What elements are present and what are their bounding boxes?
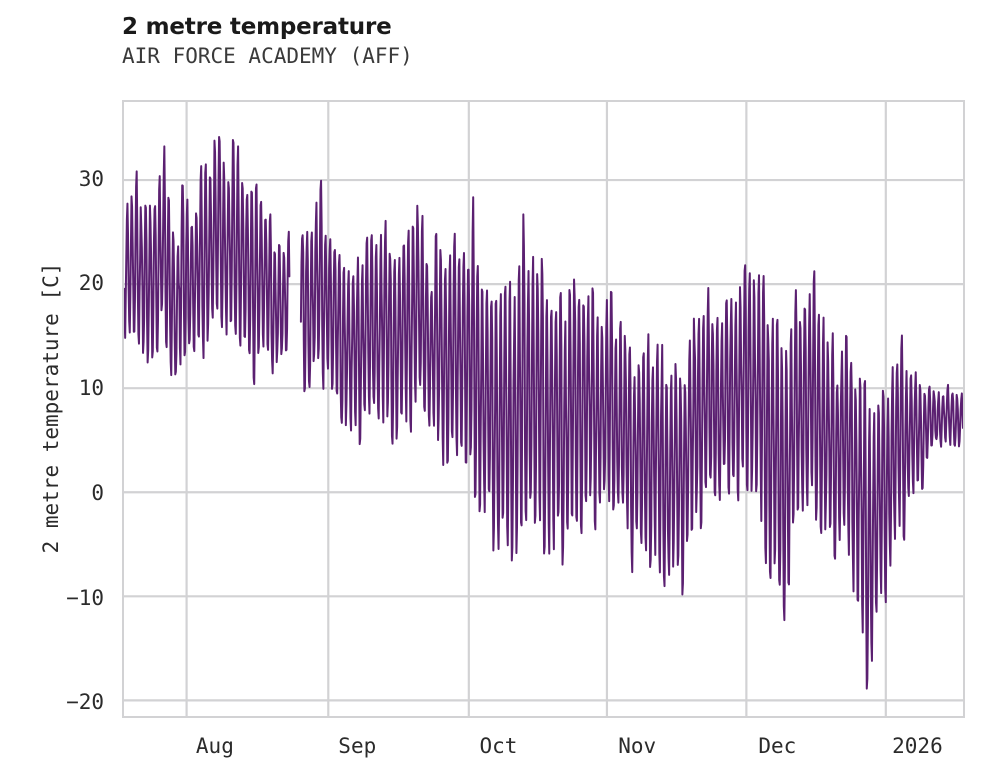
series-line: [299, 179, 963, 690]
page-title: 2 metre temperature: [122, 14, 392, 40]
title-block: 2 metre temperature AIR FORCE ACADEMY (A…: [122, 14, 922, 71]
y-tick-label: 10: [78, 376, 104, 401]
y-tick-label: 20: [78, 271, 104, 296]
y-tick-label: 0: [91, 480, 104, 505]
temperature-series: [124, 135, 963, 690]
y-tick-label: −20: [66, 690, 104, 715]
y-tick-label: −10: [66, 585, 104, 610]
x-tick-label: Dec: [758, 734, 797, 758]
x-tick-label: Aug: [195, 734, 234, 758]
plot-area: [122, 100, 965, 718]
x-tick-label: Nov: [618, 734, 657, 758]
x-tick-label: Oct: [479, 734, 518, 758]
chart-subtitle: AIR FORCE ACADEMY (AFF): [122, 44, 413, 69]
series-line: [124, 135, 291, 386]
chart-svg: [124, 102, 963, 716]
x-tick-label: Sep: [338, 734, 377, 758]
x-tick-label: 2026: [892, 734, 943, 758]
y-tick-label: 30: [78, 166, 104, 191]
